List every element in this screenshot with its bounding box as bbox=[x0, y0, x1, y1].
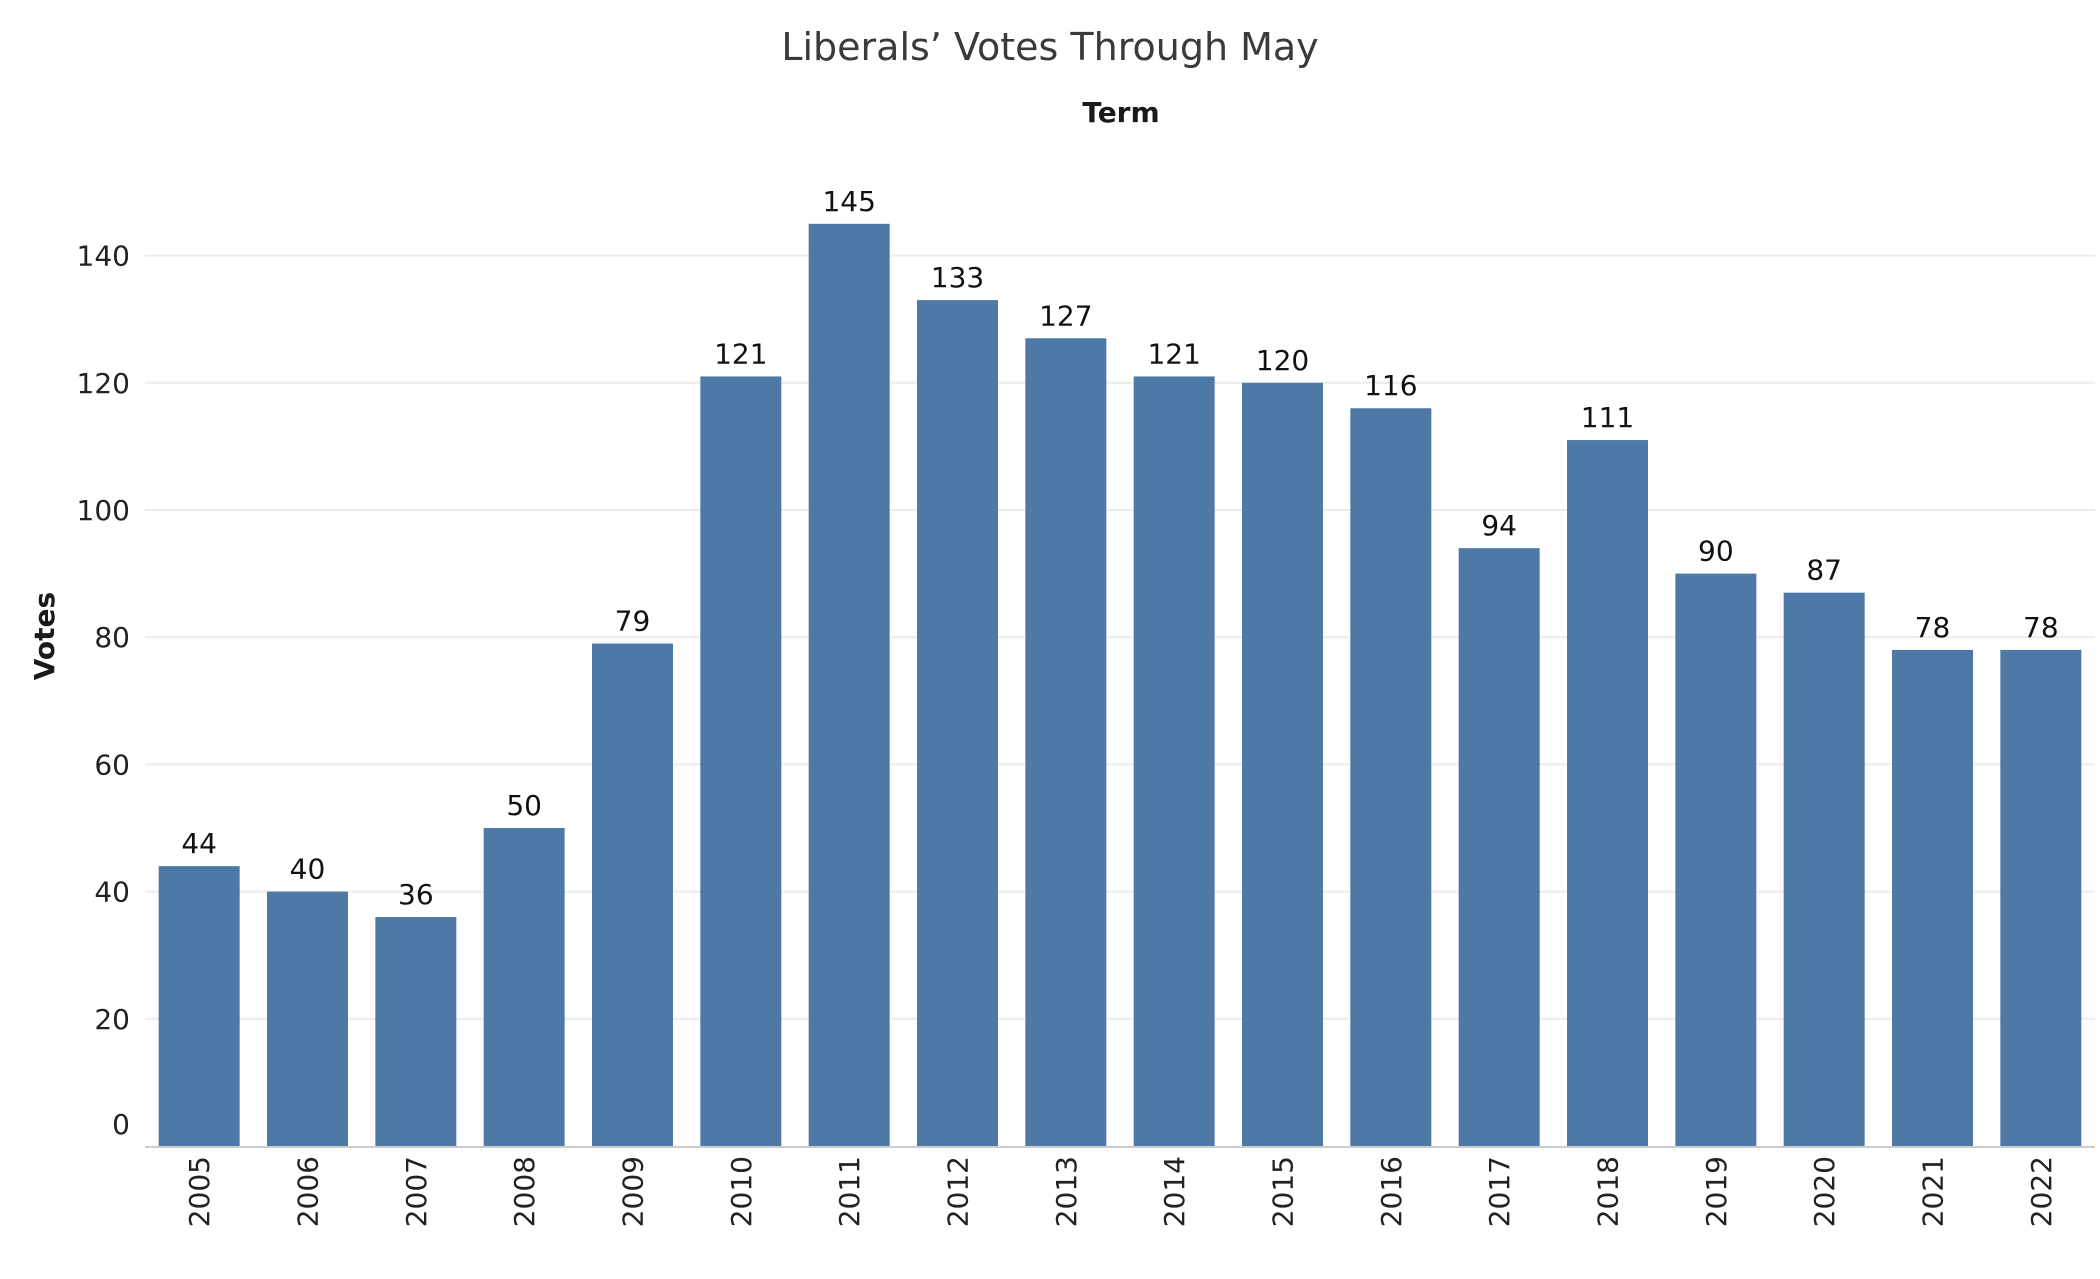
bar-2006 bbox=[267, 891, 348, 1146]
x-tick-label: 2020 bbox=[1808, 1156, 1841, 1227]
bar-2008 bbox=[483, 828, 565, 1146]
x-tick-label: 2012 bbox=[942, 1156, 975, 1227]
y-tick-label: 140 bbox=[77, 240, 130, 273]
y-tick-label: 20 bbox=[94, 1003, 130, 1036]
x-tick-label: 2017 bbox=[1483, 1156, 1516, 1227]
x-tick-label: 2014 bbox=[1158, 1156, 1191, 1227]
data-label-2015: 120 bbox=[1256, 344, 1309, 377]
bar-2010 bbox=[700, 376, 782, 1146]
data-label-2017: 94 bbox=[1481, 509, 1517, 542]
bar-2021 bbox=[1892, 649, 1973, 1146]
data-label-2014: 121 bbox=[1147, 337, 1200, 370]
bar-2022 bbox=[2000, 649, 2082, 1146]
y-tick-label: 40 bbox=[94, 876, 130, 909]
x-tick-label: 2008 bbox=[508, 1156, 541, 1227]
bar-2012 bbox=[917, 300, 998, 1146]
bar-2019 bbox=[1675, 573, 1757, 1146]
data-label-2009: 79 bbox=[615, 605, 651, 638]
data-labels: 44 40 36 50 79 121 145 133 127 121 120 116 94 111 90 87… bbox=[181, 185, 2058, 911]
y-axis-title: Votes bbox=[28, 592, 61, 680]
data-label-2011: 145 bbox=[822, 185, 875, 218]
y-tick-label: 80 bbox=[94, 621, 130, 654]
x-tick-label: 2019 bbox=[1700, 1156, 1733, 1227]
data-label-2013: 127 bbox=[1039, 299, 1092, 332]
x-tick-label: 2007 bbox=[400, 1156, 433, 1227]
x-tick-label: 2011 bbox=[833, 1156, 866, 1227]
x-tick-label: 2006 bbox=[292, 1156, 325, 1227]
x-tick-label: 2022 bbox=[2025, 1156, 2058, 1227]
data-label-2021: 78 bbox=[1915, 611, 1951, 644]
bar-2007 bbox=[375, 917, 457, 1146]
y-tick-label: 100 bbox=[77, 494, 130, 527]
x-tick-label: 2021 bbox=[1917, 1156, 1950, 1227]
data-label-2016: 116 bbox=[1364, 369, 1417, 402]
data-label-2006: 40 bbox=[290, 853, 326, 886]
x-tick-label: 2010 bbox=[725, 1156, 758, 1227]
y-tick-label: 60 bbox=[94, 748, 130, 781]
x-axis-ticks: 2005 2006 2007 2008 2009 2010 2011 2012 2013 2014… bbox=[183, 1156, 2058, 1227]
data-label-2018: 111 bbox=[1581, 401, 1634, 434]
x-tick-label: 2015 bbox=[1267, 1156, 1300, 1227]
data-label-2022: 78 bbox=[2023, 611, 2059, 644]
data-label-2007: 36 bbox=[398, 878, 434, 911]
data-label-2020: 87 bbox=[1806, 554, 1842, 587]
y-tick-label: 0 bbox=[112, 1108, 130, 1141]
x-tick-label: 2016 bbox=[1375, 1156, 1408, 1227]
bar-2016 bbox=[1350, 408, 1432, 1146]
x-axis-title: Term bbox=[1082, 96, 1159, 129]
bar-2009 bbox=[592, 643, 673, 1146]
data-label-2008: 50 bbox=[506, 789, 542, 822]
x-tick-label: 2009 bbox=[617, 1156, 650, 1227]
bar-2018 bbox=[1567, 440, 1648, 1146]
bar-2017 bbox=[1458, 548, 1540, 1146]
gridlines bbox=[145, 254, 2095, 1020]
y-tick-label: 120 bbox=[77, 367, 130, 400]
x-tick-label: 2018 bbox=[1592, 1156, 1625, 1227]
data-label-2019: 90 bbox=[1698, 535, 1734, 568]
data-label-2010: 121 bbox=[714, 337, 767, 370]
bar-2013 bbox=[1025, 338, 1107, 1146]
data-label-2005: 44 bbox=[181, 827, 217, 860]
x-tick-label: 2013 bbox=[1050, 1156, 1083, 1227]
chart-title: Liberals’ Votes Through May bbox=[781, 25, 1318, 69]
bar-2005 bbox=[158, 866, 240, 1146]
bars bbox=[158, 223, 2082, 1147]
bar-2015 bbox=[1242, 382, 1323, 1146]
bar-2011 bbox=[808, 223, 890, 1147]
x-tick-label: 2005 bbox=[183, 1156, 216, 1227]
bar-2020 bbox=[1783, 592, 1865, 1146]
y-axis-ticks: 0 20 40 60 80 100 120 140 bbox=[77, 240, 130, 1141]
data-label-2012: 133 bbox=[931, 261, 984, 294]
bar-2014 bbox=[1133, 376, 1215, 1146]
